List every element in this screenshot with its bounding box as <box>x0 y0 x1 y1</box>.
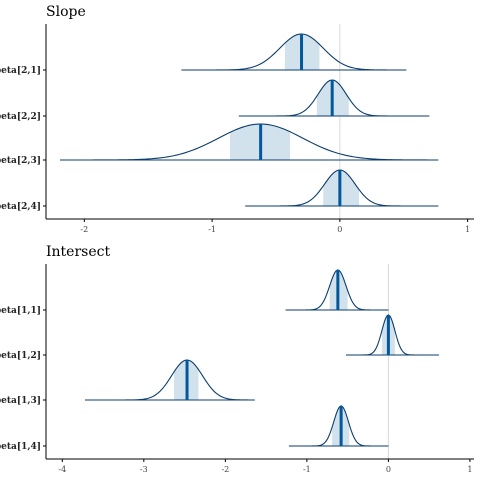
chart-panel-1: Slope -2 -1 0 1 beta[2,1] beta[2,2] beta[2,3] be… <box>0 4 474 234</box>
x-tick-label: 0 <box>337 225 342 234</box>
x-tick-label: -2 <box>221 465 229 474</box>
density-row: beta[1,4] <box>0 405 389 452</box>
density-row: beta[2,1] <box>0 33 407 76</box>
density-row: beta[1,1] <box>0 269 389 316</box>
x-tick-label: -4 <box>58 465 66 474</box>
x-tick-label: -1 <box>303 465 311 474</box>
x-tick-label: 0 <box>386 465 391 474</box>
y-tick-label: beta[1,2] <box>0 351 41 361</box>
density-row: beta[1,2] <box>0 314 439 361</box>
chart-title: Slope <box>46 4 86 20</box>
y-tick-label: beta[2,1] <box>0 66 41 76</box>
density-curve <box>85 359 255 401</box>
x-tick-label: -2 <box>80 225 88 234</box>
density-row: beta[1,3] <box>0 359 255 406</box>
chart-panel-2: Intersect -4 -3 -2 -1 0 1 beta[1,1] beta[1,2] bet… <box>0 244 474 474</box>
density-row: beta[2,2] <box>0 79 430 122</box>
y-tick-label: beta[2,2] <box>0 112 41 122</box>
x-tick-label: -1 <box>208 225 216 234</box>
y-tick-label: beta[1,3] <box>0 396 41 406</box>
x-tick-label: 1 <box>465 225 470 234</box>
x-tick-label: 1 <box>467 465 472 474</box>
x-tick-label: -3 <box>140 465 148 474</box>
y-tick-label: beta[1,1] <box>0 306 41 316</box>
y-tick-label: beta[2,4] <box>0 202 41 212</box>
y-tick-label: beta[2,3] <box>0 156 41 166</box>
density-row: beta[2,3] <box>0 123 439 166</box>
density-row: beta[2,4] <box>0 169 439 212</box>
chart-title: Intersect <box>46 244 110 260</box>
y-tick-label: beta[1,4] <box>0 442 41 452</box>
